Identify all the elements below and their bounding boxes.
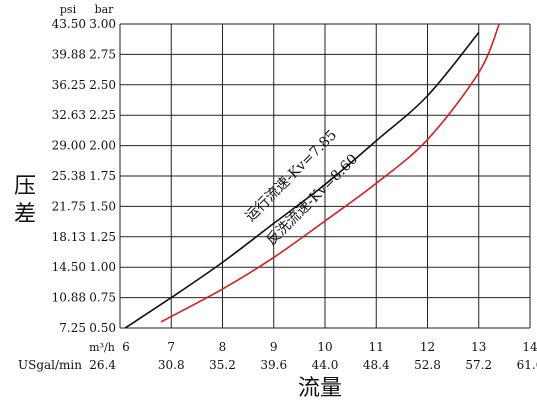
x-tick-usgal: 48.4 [363,358,390,372]
y-axis-title-line2: 差 [14,202,36,227]
x-tick-usgal: 61.6 [517,358,537,372]
x-tick-usgal: 52.8 [414,358,441,372]
y-tick-bar: 1.25 [89,230,116,244]
y-tick-psi: 36.25 [52,78,86,92]
y-tick-bar: 2.50 [89,78,116,92]
y-tick-psi: 18.13 [52,230,86,244]
y-tick-bar: 0.50 [89,321,116,335]
y-tick-bar: 2.25 [89,108,116,122]
y-tick-bar: 2.00 [89,139,116,153]
y-tick-psi: 39.88 [52,47,86,61]
x-unit-m3h: m³/h [89,341,115,354]
x-unit-usgal: USgal/min [18,358,82,372]
y-tick-bar: 3.00 [89,17,116,31]
x-tick-m3h: 8 [219,340,227,354]
y-tick-psi: 29.00 [52,139,86,153]
x-tick-m3h: 14 [522,340,537,354]
axis-ticks: 0.507.250.7510.881.0014.501.2518.131.502… [52,17,537,372]
y-axis-title-line1: 压 [14,174,36,199]
x-tick-m3h: 10 [317,340,332,354]
x-tick-usgal: 30.8 [158,358,185,372]
y-tick-psi: 10.88 [52,291,86,305]
y-tick-bar: 0.75 [89,291,116,305]
x-tick-m3h: 6 [122,340,130,354]
series-line-backwash [160,23,500,323]
y-tick-psi: 21.75 [52,199,86,213]
x-tick-usgal: 26.4 [89,358,116,372]
y-unit-psi: psi [60,3,77,16]
y-tick-bar: 1.50 [89,199,116,213]
y-tick-psi: 43.50 [52,17,86,31]
chart-grid [119,23,531,329]
y-tick-psi: 7.25 [59,321,86,335]
x-tick-m3h: 12 [420,340,435,354]
x-tick-m3h: 11 [369,340,384,354]
x-tick-usgal: 35.2 [209,358,236,372]
y-tick-psi: 14.50 [52,260,86,274]
series-line-run [124,32,480,329]
x-tick-m3h: 13 [471,340,486,354]
chart-curves [124,23,500,329]
x-tick-usgal: 44.0 [312,358,339,372]
y-tick-psi: 25.38 [52,169,86,183]
x-axis-title: 流量 [298,376,342,401]
x-tick-usgal: 39.6 [260,358,287,372]
y-tick-bar: 1.00 [89,260,116,274]
y-tick-bar: 1.75 [89,169,116,183]
y-unit-bar: bar [95,3,115,16]
y-tick-bar: 2.75 [89,47,116,61]
x-tick-usgal: 57.2 [465,358,492,372]
y-tick-psi: 32.63 [52,108,86,122]
x-tick-m3h: 9 [270,340,278,354]
x-tick-m3h: 7 [167,340,175,354]
